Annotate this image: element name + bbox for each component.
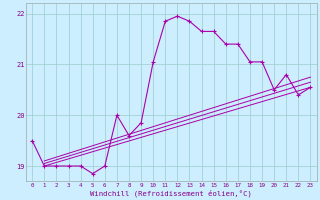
X-axis label: Windchill (Refroidissement éolien,°C): Windchill (Refroidissement éolien,°C) — [91, 189, 252, 197]
